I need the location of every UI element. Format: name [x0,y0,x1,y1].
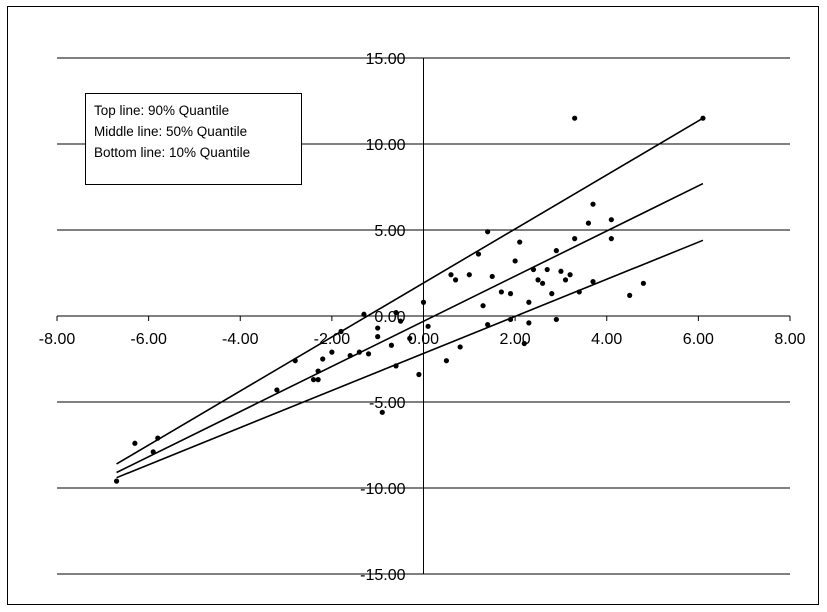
legend-line-top: Top line: 90% Quantile [94,103,230,118]
data-point [292,358,298,364]
data-point [485,322,491,328]
data-point [544,266,550,273]
data-point [553,248,559,254]
data-point [361,311,367,317]
data-point [443,358,450,364]
data-point [475,251,482,257]
data-point [113,478,120,484]
data-point [407,335,413,341]
data-point [526,299,532,305]
data-point [553,316,559,323]
data-point [310,377,317,383]
x-tick-label: 6.00 [683,331,714,348]
chart-plot: -8.00 -6.00 -4.00 -2.00 0.00 2.00 4.00 6.00 8.00… [39,51,806,584]
data-point [512,258,518,264]
data-point [397,318,404,324]
data-point [530,266,537,273]
data-point [535,277,541,283]
data-point [375,325,381,331]
data-point [549,291,555,297]
data-point [375,334,381,340]
data-point [585,220,592,226]
data-point [365,351,372,357]
data-point [416,371,422,378]
data-point [420,299,427,305]
data-point [452,277,459,283]
legend-box: Top line: 90% Quantile Middle line: 50% … [85,93,302,185]
data-point [526,320,532,326]
data-point [480,303,486,309]
data-point [521,340,527,347]
data-point [572,115,578,121]
data-point [640,280,647,286]
data-point [425,323,431,329]
data-point [507,291,514,297]
data-point [498,289,504,295]
data-point [274,387,280,393]
data-point [608,236,614,242]
data-point [379,409,385,415]
data-point [393,309,399,316]
y-tick-label: 10.00 [365,137,405,154]
data-point [320,356,326,362]
y-tick-label: -10.00 [360,481,405,498]
data-point [558,268,564,274]
data-point [572,236,578,242]
data-point [155,435,161,441]
chart-frame: -8.00 -6.00 -4.00 -2.00 0.00 2.00 4.00 6.00 8.00… [7,6,819,605]
data-point [540,280,546,286]
data-point [393,363,399,369]
data-point [567,272,573,278]
legend-line-middle: Middle line: 50% Quantile [94,124,248,139]
data-point [562,277,569,283]
data-point [489,273,495,280]
y-tick-label: -15.00 [360,567,405,584]
quantile-line [116,117,704,465]
data-point [315,377,321,383]
data-point [627,292,633,298]
data-point [590,279,596,285]
data-point [338,328,344,335]
quantile-line [116,239,704,479]
data-point [388,342,395,348]
y-tick-label: -5.00 [369,395,406,412]
data-point [448,272,454,278]
data-point [315,368,321,374]
x-tick-label: -6.00 [130,331,167,348]
y-tick-label: 5.00 [374,223,405,240]
x-tick-label: -8.00 [39,331,76,348]
data-point [700,115,706,121]
x-tick-label: -4.00 [222,331,259,348]
x-tick-label: 4.00 [591,331,622,348]
legend-line-bottom: Bottom line: 10% Quantile [94,145,251,160]
data-point [485,229,491,235]
data-point [507,316,514,323]
data-point [347,352,353,359]
data-point [590,201,596,207]
x-tick-label: -2.00 [314,331,351,348]
data-point [150,449,156,455]
data-point [329,349,335,355]
data-point [132,440,138,446]
x-tick-label: 8.00 [774,331,805,348]
x-tick-label: 2.00 [500,331,531,348]
data-point [457,344,463,350]
quantile-line [116,182,704,474]
data-point [576,289,582,295]
x-tick-label: 0.00 [408,331,439,348]
data-point [466,272,472,278]
data-point [356,349,362,355]
data-point [608,217,614,223]
data-point [517,239,523,245]
y-tick-label: 15.00 [365,51,405,68]
